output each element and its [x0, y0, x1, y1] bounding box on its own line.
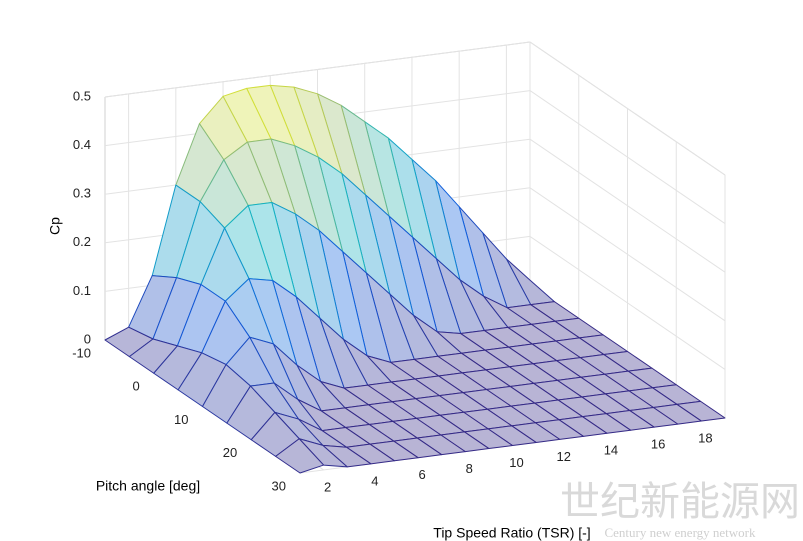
y-tick-label: 0 [133, 379, 140, 394]
z-tick-label: 0.4 [73, 137, 91, 152]
x-tick-label: 16 [651, 437, 665, 452]
z-tick-label: 0 [84, 331, 91, 346]
y-tick-label: 10 [174, 412, 188, 427]
x-tick-label: 12 [556, 449, 570, 464]
x-tick-label: 14 [604, 443, 618, 458]
z-axis-label: Cp [47, 217, 63, 235]
z-tick-label: 0.5 [73, 88, 91, 103]
surface-cell [275, 438, 325, 474]
x-tick-label: 2 [324, 479, 331, 494]
grid-line [529, 138, 726, 273]
grid-line [104, 41, 531, 98]
z-tick-label: 0.1 [73, 283, 91, 298]
watermark-subtitle: Century new energy network [604, 525, 756, 540]
y-tick-label: -10 [72, 345, 91, 360]
x-tick-label: 18 [698, 430, 712, 445]
x-tick-label: 8 [466, 461, 473, 476]
grid-line [529, 90, 726, 225]
x-tick-label: 6 [418, 467, 425, 482]
grid-line [529, 41, 726, 176]
grid-line [529, 235, 726, 370]
x-tick-label: 10 [509, 455, 523, 470]
z-tick-label: 0.2 [73, 234, 91, 249]
y-axis-label: Pitch angle [deg] [96, 478, 200, 494]
x-tick-label: 4 [371, 473, 378, 488]
z-tick-label: 0.3 [73, 186, 91, 201]
x-axis-label: Tip Speed Ratio (TSR) [-] [433, 525, 590, 541]
watermark-title: 世纪新能源网 [560, 479, 800, 525]
y-tick-label: 30 [272, 478, 286, 493]
grid-line [529, 187, 726, 322]
y-tick-label: 20 [223, 445, 237, 460]
